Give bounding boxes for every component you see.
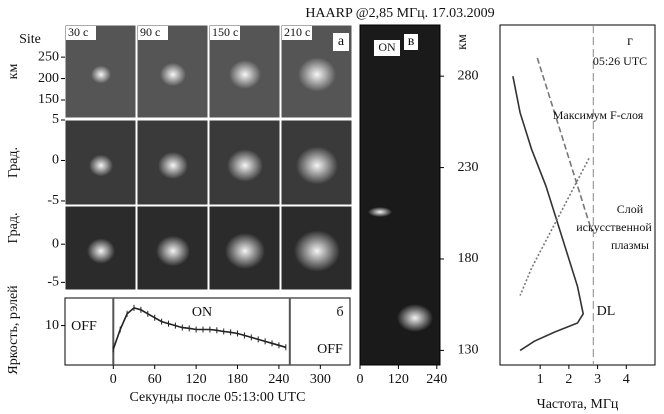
x-tick-label: 3 [594, 372, 601, 387]
y-axis-label: км [455, 34, 470, 50]
panel-label: б [336, 305, 343, 320]
annotation: ON [378, 40, 396, 54]
x-tick-label: 4 [623, 372, 630, 387]
x-tick-label: 60 [148, 372, 162, 387]
plot-frame [64, 297, 351, 366]
x-tick-label: 2 [565, 372, 572, 387]
y-tick-label: 10 [45, 318, 59, 333]
y-axis-label: км [6, 64, 21, 80]
image-cell [64, 205, 137, 291]
glow [160, 62, 186, 87]
annotation: Максимум F-слоя [553, 108, 644, 122]
column-label: 150 с [212, 25, 238, 39]
annotation: ON [192, 305, 212, 320]
column-label: 210 с [284, 25, 310, 39]
glow [89, 154, 113, 177]
y-axis-label: Град. [6, 212, 21, 243]
glow [227, 149, 263, 182]
column-label-bg [210, 26, 240, 40]
annotation: плазмы [611, 238, 649, 252]
glow [397, 304, 433, 332]
y-tick-label: 0 [52, 236, 59, 251]
annotation: Слой [617, 202, 644, 216]
y-axis-label: Град. [6, 147, 21, 178]
column-label-bg [138, 26, 168, 40]
y-tick-label: 130 [458, 343, 479, 358]
x-axis-label: Секунды после 05:13:00 UTC [130, 390, 306, 405]
profile-line [512, 76, 585, 352]
panel-label: а [338, 34, 345, 49]
x-tick-label: 120 [388, 372, 409, 387]
glow [294, 230, 340, 272]
y-tick-label: 230 [458, 160, 479, 175]
y-tick-label: 280 [458, 68, 479, 83]
annotation: искусственной [576, 220, 652, 234]
label-bg [374, 40, 400, 56]
note: Site [19, 32, 41, 47]
annotation: DL [597, 304, 616, 319]
x-tick-label: 0 [357, 372, 364, 387]
profile-line [519, 158, 590, 296]
label-bg [404, 34, 418, 50]
profile-line [536, 57, 593, 232]
panel-label: в [408, 34, 415, 49]
annotation: OFF [317, 342, 343, 357]
glow [229, 60, 261, 89]
y-tick-label: 200 [38, 71, 59, 86]
glow [87, 238, 115, 264]
x-tick-label: 0 [110, 372, 117, 387]
plot-frame [499, 24, 656, 366]
glow [91, 65, 111, 84]
y-tick-label: 250 [38, 49, 59, 64]
column-label-bg [282, 26, 312, 40]
x-tick-label: 120 [186, 372, 207, 387]
glow [298, 57, 336, 92]
glow [156, 235, 190, 267]
image-cell [136, 24, 209, 119]
x-tick-label: 240 [268, 372, 289, 387]
y-tick-label: 0 [52, 153, 59, 168]
glow [296, 146, 338, 185]
annotation: 05:26 UTC [593, 54, 647, 68]
annotation: OFF [71, 319, 97, 334]
column-label: 30 с [68, 25, 88, 39]
x-axis-label: Частота, МГц [537, 397, 619, 412]
y-tick-label: 180 [458, 251, 479, 266]
column-label: 90 с [140, 25, 160, 39]
x-tick-label: 300 [310, 372, 331, 387]
y-tick-label: -5 [47, 193, 59, 208]
y-tick-label: 150 [38, 92, 59, 107]
figure-title: HAARP @2,85 МГц. 17.03.2009 [305, 6, 494, 21]
column-label-bg [66, 26, 96, 40]
x-tick-label: 1 [537, 372, 544, 387]
y-tick-label: 5 [52, 112, 59, 127]
brightness-line [112, 307, 287, 350]
glow [368, 207, 392, 217]
label-bg [333, 33, 349, 51]
y-axis-label: Яркость, рэлей [6, 285, 21, 375]
y-tick-label: -5 [47, 275, 59, 290]
glow [158, 152, 188, 179]
x-tick-label: 240 [426, 372, 447, 387]
glow [225, 233, 265, 269]
x-tick-label: 180 [227, 372, 248, 387]
panel-label: г [627, 34, 633, 49]
